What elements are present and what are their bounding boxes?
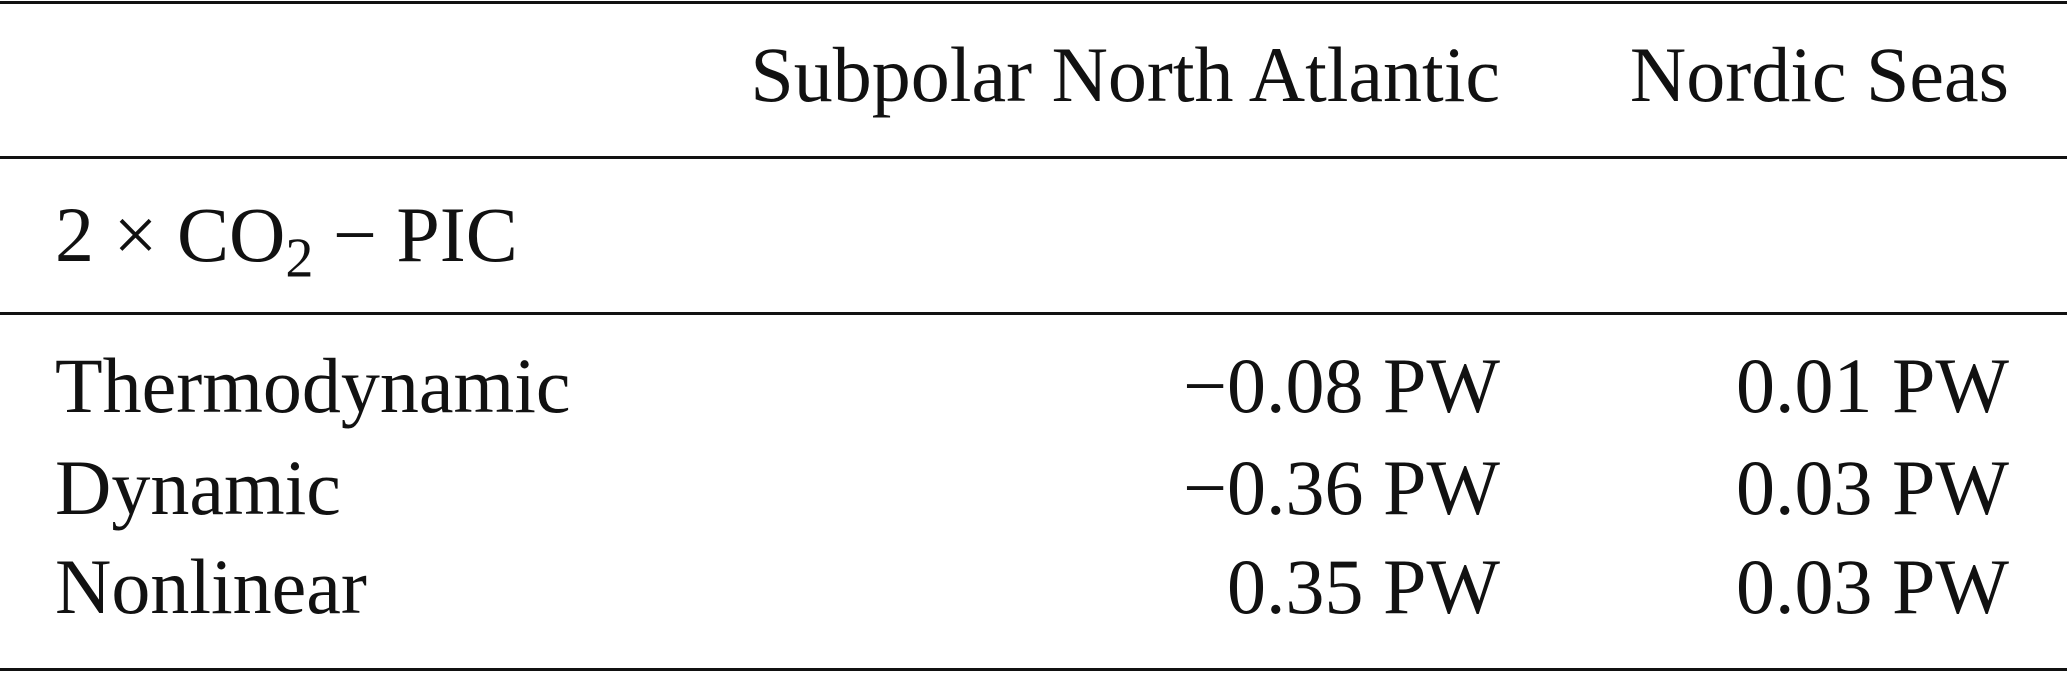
column-header: Nordic Seas [1629, 31, 2009, 118]
row-label: Dynamic [55, 444, 341, 531]
section-text: 2 × CO [55, 191, 286, 278]
cell-value: 0.35 PW [1227, 543, 1500, 630]
row-label: Thermodynamic [55, 342, 571, 429]
mid-rule [0, 312, 2067, 315]
mid-rule [0, 156, 2067, 159]
top-rule [0, 1, 2067, 4]
bottom-rule [0, 668, 2067, 671]
cell-value: 0.03 PW [1736, 444, 2009, 531]
cell-value: 0.03 PW [1736, 543, 2009, 630]
column-header: Subpolar North Atlantic [750, 31, 1500, 118]
row-label: Nonlinear [55, 543, 367, 630]
subscript: 2 [285, 227, 314, 290]
section-text: − PIC [313, 191, 518, 278]
cell-value: 0.01 PW [1736, 342, 2009, 429]
cell-value: −0.36 PW [1183, 444, 1500, 531]
cell-value: −0.08 PW [1183, 342, 1500, 429]
section-label: 2 × CO2 − PIC [55, 196, 518, 287]
